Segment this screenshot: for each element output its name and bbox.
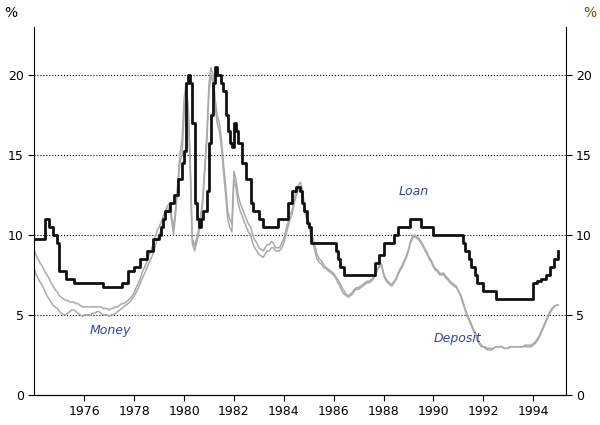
Text: Deposit: Deposit [433, 332, 481, 345]
Text: Loan: Loan [398, 185, 428, 198]
Text: %: % [583, 6, 596, 20]
Text: %: % [4, 6, 17, 20]
Text: Money: Money [89, 324, 131, 337]
